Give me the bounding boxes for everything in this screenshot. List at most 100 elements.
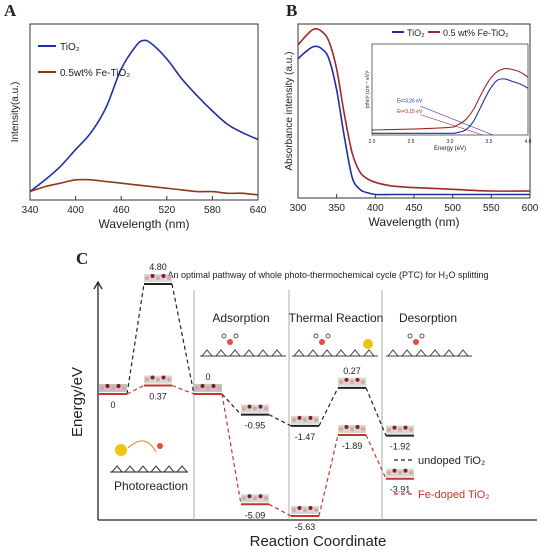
level-value-c: -5.09 (245, 510, 266, 520)
atom-icon (242, 496, 246, 501)
bond-icon (215, 349, 227, 357)
atom-icon (264, 496, 268, 501)
surface-model-icon (291, 506, 319, 514)
bond-icon (243, 349, 255, 357)
oxygen-atom-icon (157, 443, 163, 449)
stage-label-c-1: Thermal Reaction (289, 311, 384, 325)
atom-icon (308, 506, 313, 510)
atom-icon (355, 377, 360, 382)
y-axis-label-a: Intensity(a.u.) (10, 82, 21, 143)
plot-frame-a (29, 23, 259, 201)
legend-label-a-0: TiO₂ (60, 42, 80, 53)
atom-icon (242, 406, 246, 411)
x-tick-label-a: 400 (67, 205, 84, 216)
level-value-c: 4.80 (149, 262, 167, 272)
x-tick-label-b: 300 (290, 203, 307, 214)
x-tick-label-b: 500 (444, 203, 461, 214)
bond-icon (307, 349, 319, 357)
level-value-c: 0.37 (149, 392, 167, 402)
bond-icon (257, 349, 269, 357)
atom-icon (253, 496, 257, 501)
bond-icon (176, 465, 188, 473)
atom-icon (409, 427, 413, 432)
oxygen-atom-icon (319, 339, 325, 345)
surface-model-icon (144, 274, 172, 282)
atom-icon (398, 427, 402, 432)
atom-icon (297, 415, 302, 420)
hydrogen-atom-icon (419, 333, 425, 339)
atom-icon (303, 508, 307, 512)
level-value-c: -0.95 (245, 421, 266, 431)
atom-icon (350, 379, 354, 384)
atom-icon (167, 276, 171, 280)
inset-tick-label-b: 3.5 (486, 139, 493, 145)
series-line-a-0 (29, 39, 259, 193)
atom-icon (314, 508, 318, 512)
surface-model-icon (338, 424, 366, 433)
atom-icon (264, 406, 268, 411)
atom-icon (150, 375, 155, 380)
legend-label-b-1: 0.5 wt% Fe-TiO₂ (443, 28, 509, 38)
atom-icon (409, 470, 413, 475)
hydrogen-atom-icon (221, 333, 227, 339)
atom-icon (195, 386, 199, 390)
sun-icon (115, 444, 127, 456)
bond-icon (429, 349, 441, 357)
inset-x-label-b: Energy (eV) (434, 146, 466, 152)
photoreaction-scheme-icon (110, 440, 188, 473)
x-tick-label-a: 520 (158, 205, 175, 216)
atom-icon (161, 375, 166, 380)
bond-icon (293, 349, 305, 357)
atom-icon (206, 386, 210, 390)
bond-icon (415, 349, 427, 357)
surface-model-icon (338, 377, 366, 386)
stage-scheme-icon (292, 333, 378, 357)
hydrogen-atom-icon (325, 333, 331, 339)
atom-icon (292, 508, 296, 512)
hydrogen-atom-icon (313, 333, 319, 339)
atom-icon (217, 386, 221, 390)
bond-icon (321, 349, 333, 357)
x-tick-label-b: 350 (328, 203, 345, 214)
atom-icon (156, 377, 160, 382)
y-axis-label-b: Absorbance intensity (a.u.) (284, 52, 295, 171)
inset-annotation-b-1: Eᵍ=3.15 eV (397, 109, 423, 115)
x-tick-label-b: 400 (367, 203, 384, 214)
series-label-c-0: undoped TiO₂ (418, 455, 485, 467)
surface-model-icon (241, 404, 269, 413)
series-line-b-1 (297, 28, 531, 192)
bond-icon (349, 349, 361, 357)
atom-icon (150, 274, 155, 278)
series-line-a-1 (29, 178, 259, 196)
inset-tangent-b-0 (420, 105, 494, 136)
inset-tangent-b-1 (420, 114, 483, 136)
x-axis-label-c: Reaction Coordinate (250, 533, 387, 550)
panel-label-b: B (286, 1, 297, 20)
atom-icon (211, 384, 216, 388)
atom-icon (258, 494, 263, 499)
bond-icon (163, 465, 175, 473)
bond-icon (457, 349, 469, 357)
surface-model-icon (386, 468, 414, 477)
atom-icon (100, 386, 104, 390)
stage-label-c-2: Desorption (399, 311, 457, 325)
atom-icon (247, 404, 252, 409)
atom-icon (344, 377, 349, 382)
atom-icon (303, 417, 307, 422)
inset-series-b-1 (371, 68, 529, 131)
atom-icon (200, 384, 205, 388)
atom-icon (398, 470, 402, 475)
photon-arrow-icon (127, 440, 157, 453)
photo-label-c: Photoreaction (114, 479, 188, 493)
atom-icon (111, 386, 115, 390)
inset-annotation-b-0: Eᵍ=3.26 eV (397, 99, 423, 105)
atom-icon (339, 379, 343, 384)
level-value-c: -1.92 (390, 442, 411, 452)
atom-icon (292, 417, 296, 422)
atom-icon (392, 425, 397, 430)
x-tick-label-a: 340 (22, 205, 39, 216)
atom-icon (145, 377, 149, 382)
oxygen-atom-icon (227, 339, 233, 345)
inset-y-label-b: (αhν)² (cm⁻¹ eV)² (365, 70, 371, 108)
